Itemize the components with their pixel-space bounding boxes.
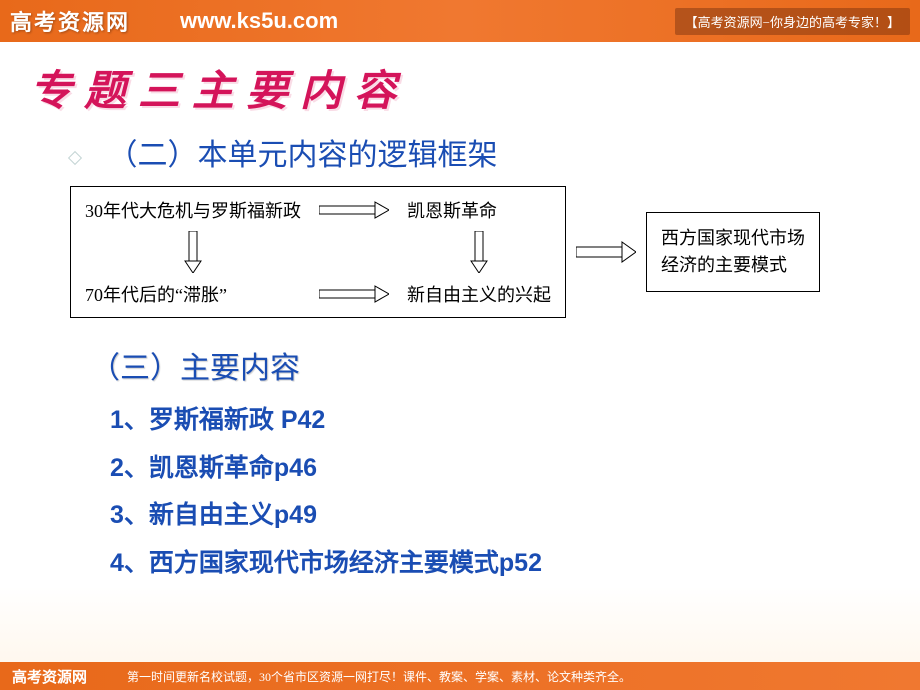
top-banner: 高考资源网 www.ks5u.com 【高考资源网−你身边的高考专家！】 <box>0 0 920 42</box>
url-text: www.ks5u.com <box>180 8 338 34</box>
list-item: 4、西方国家现代市场经济主要模式p52 <box>110 540 890 588</box>
arrow-down-icon <box>183 231 203 273</box>
main-title: 专题三主要内容 <box>30 57 890 118</box>
list-item: 1、罗斯福新政 P42 <box>110 397 890 445</box>
flowchart: 30年代大危机与罗斯福新政 凯恩斯革命 70年代后的“滞胀” 新自由主义的兴起 … <box>70 186 870 318</box>
tagline: 【高考资源网−你身边的高考专家！】 <box>675 8 910 35</box>
flow-result-line2: 经济的主要模式 <box>661 252 805 279</box>
flowchart-left-group: 30年代大危机与罗斯福新政 凯恩斯革命 70年代后的“滞胀” 新自由主义的兴起 <box>70 186 566 318</box>
flow-result-line1: 西方国家现代市场 <box>661 225 805 252</box>
arrow-right-icon <box>576 240 636 264</box>
arrow-right-icon <box>319 200 389 220</box>
flow-node-result: 西方国家现代市场 经济的主要模式 <box>646 212 820 292</box>
logo-text: 高考资源网 <box>10 5 130 37</box>
list-item: 2、凯恩斯革命p46 <box>110 445 890 493</box>
flow-node-top-right: 凯恩斯革命 <box>407 197 551 223</box>
arrow-right-icon <box>319 284 389 304</box>
section-2-heading: （二）本单元内容的逻辑框架 <box>70 130 890 174</box>
list-item: 3、新自由主义p49 <box>110 492 890 540</box>
footer-logo: 高考资源网 <box>12 666 87 687</box>
section-3-heading: （三）主要内容 <box>90 343 890 387</box>
content-list: 1、罗斯福新政 P42 2、凯恩斯革命p46 3、新自由主义p49 4、西方国家… <box>110 397 890 587</box>
footer-banner: 高考资源网 第一时间更新名校试题，30个省市区资源一网打尽！课件、教案、学案、素… <box>0 662 920 690</box>
section-2-text: （二）本单元内容的逻辑框架 <box>108 139 498 172</box>
flow-node-top-left: 30年代大危机与罗斯福新政 <box>85 197 301 223</box>
slide-content: 专题三主要内容 （二）本单元内容的逻辑框架 30年代大危机与罗斯福新政 凯恩斯革… <box>0 42 920 602</box>
flow-node-bottom-right: 新自由主义的兴起 <box>407 281 551 307</box>
diamond-bullet-icon <box>68 151 82 165</box>
flow-node-bottom-left: 70年代后的“滞胀” <box>85 281 301 307</box>
footer-text: 第一时间更新名校试题，30个省市区资源一网打尽！课件、教案、学案、素材、论文种类… <box>127 668 631 685</box>
arrow-down-icon <box>469 231 489 273</box>
